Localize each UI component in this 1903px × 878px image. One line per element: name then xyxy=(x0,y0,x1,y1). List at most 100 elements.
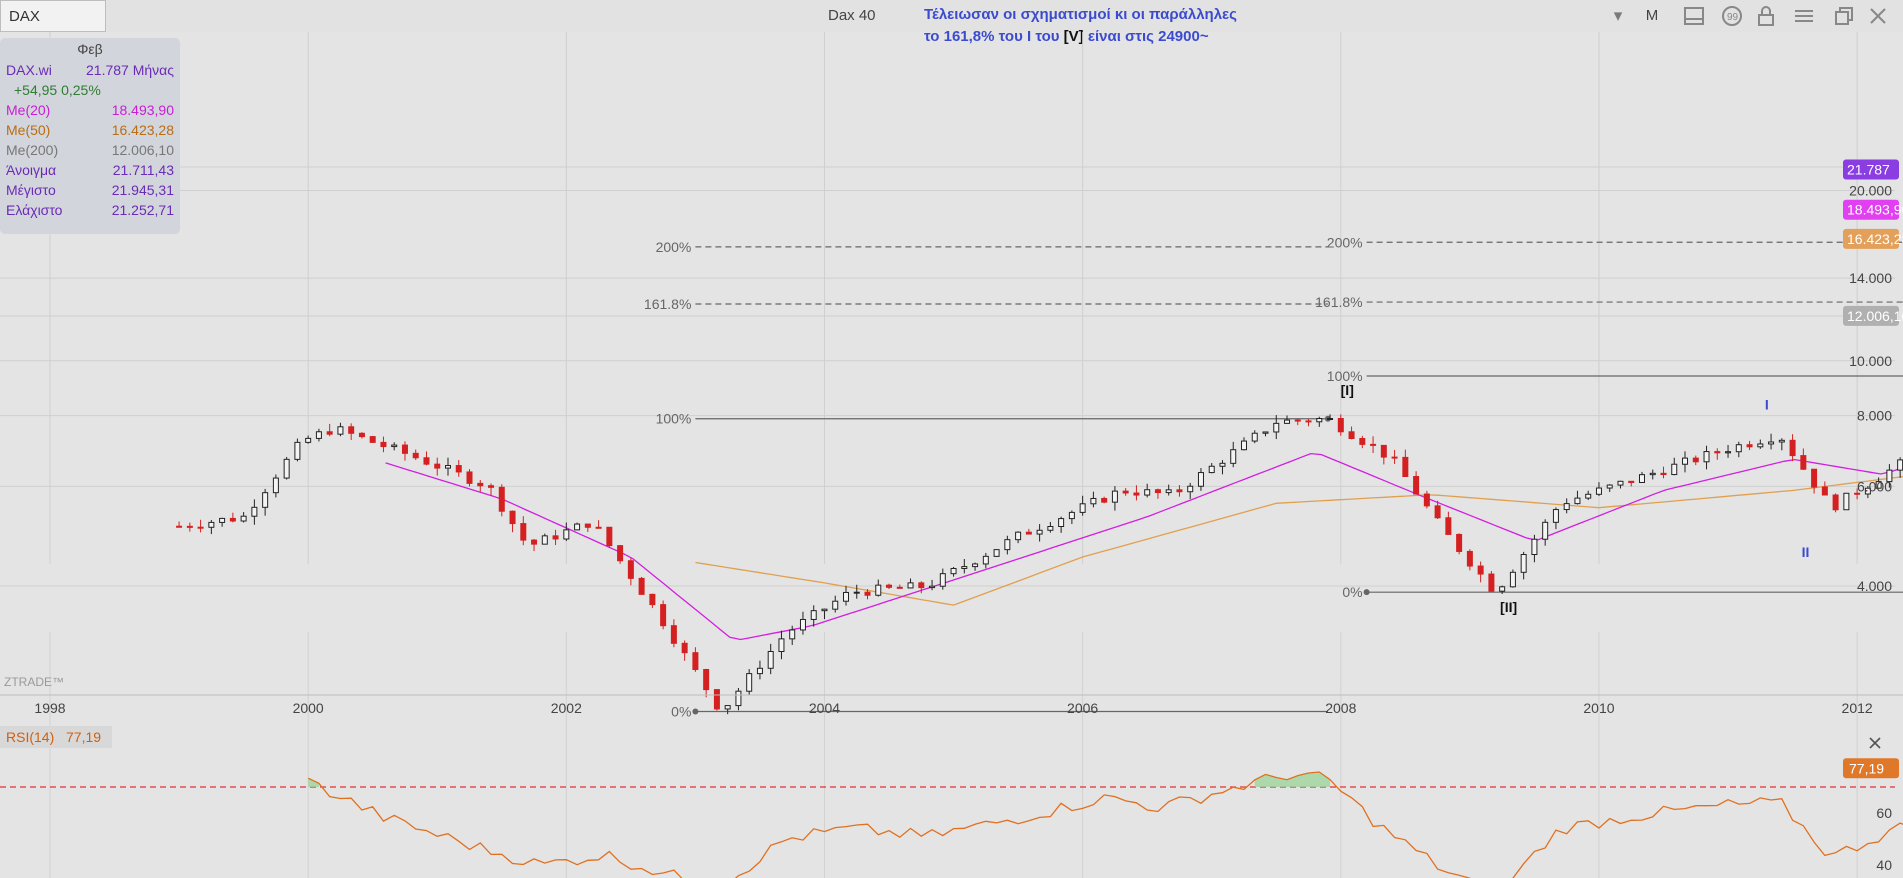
candle-body xyxy=(617,545,624,562)
candle-body xyxy=(1004,539,1011,551)
candle-body xyxy=(1068,511,1075,520)
x-tick-label: 2008 xyxy=(1325,700,1356,716)
candle-body xyxy=(1348,431,1355,439)
candle-body xyxy=(1273,422,1280,433)
candle-body xyxy=(832,600,839,610)
panel-icon[interactable] xyxy=(1682,4,1706,28)
annotation-line-2: το 161,8% του I του [V] είναι στις 24900… xyxy=(924,26,1237,48)
rsi-overbought-fill xyxy=(308,778,319,787)
chart-area[interactable]: 0%100%161.8%200%0%100%161.8%200%0%100%16… xyxy=(0,32,1903,878)
candle-body xyxy=(1434,505,1441,519)
candle-body xyxy=(337,426,344,435)
candle-body xyxy=(595,526,602,529)
candle-body xyxy=(1154,489,1161,494)
symbol-input[interactable]: DAX xyxy=(0,0,106,32)
info-label: Me(200) xyxy=(6,142,59,158)
candle-body xyxy=(262,492,269,508)
candle-body xyxy=(176,525,183,528)
candle-body xyxy=(1617,480,1624,486)
chat-icon[interactable]: 99 xyxy=(1720,4,1744,28)
candle-body xyxy=(1499,586,1506,592)
chart-annotation: Τέλειωσαν οι σχηματισμοί κι οι παράλληλε… xyxy=(924,4,1237,48)
candle-body xyxy=(778,638,785,652)
candle-body xyxy=(703,669,710,691)
candle-body xyxy=(1284,419,1291,424)
fib-level-label: 200% xyxy=(656,239,692,255)
candle-body xyxy=(1036,529,1043,535)
candle-body xyxy=(197,526,204,529)
dropdown-chevron-icon[interactable]: ▾ xyxy=(1613,6,1623,25)
candle-body xyxy=(423,457,430,465)
info-label: Ελάχιστο xyxy=(6,202,63,218)
candle-body xyxy=(1230,449,1237,464)
candle-body xyxy=(1638,474,1645,483)
candle-body xyxy=(208,521,215,528)
wave-label: [I] xyxy=(1341,382,1354,398)
y-tick-label: 10.000 xyxy=(1849,353,1892,369)
candle-body xyxy=(326,431,333,435)
x-tick-label: 2002 xyxy=(551,700,582,716)
lock-icon[interactable] xyxy=(1754,4,1778,28)
ma20-line xyxy=(385,452,1903,641)
candle-body xyxy=(1725,451,1732,454)
candle-body xyxy=(1768,441,1775,445)
annotation-highlight: [V] xyxy=(1063,28,1084,45)
x-tick-label: 2004 xyxy=(809,700,840,716)
close-icon[interactable] xyxy=(1866,4,1890,28)
rsi-line xyxy=(307,771,1903,878)
candle-body xyxy=(1240,440,1247,451)
candle-body xyxy=(1025,531,1032,535)
info-label: DAX.wi xyxy=(6,62,52,78)
candle-body xyxy=(477,482,484,487)
candle-body xyxy=(574,523,581,531)
candle-body xyxy=(972,563,979,568)
info-row: Me(20) 18.493,90 xyxy=(6,102,174,122)
candle-body xyxy=(1897,459,1903,471)
chart-grid xyxy=(0,32,1895,878)
wave-label: I xyxy=(1765,397,1769,413)
candle-body xyxy=(488,485,495,488)
candle-body xyxy=(1101,497,1108,503)
info-label: Μέγιστο xyxy=(6,182,56,198)
candle-body xyxy=(1886,469,1893,483)
candle-body xyxy=(735,690,742,707)
candle-body xyxy=(1251,432,1258,442)
period-button[interactable]: M xyxy=(1645,7,1659,24)
candle-body xyxy=(219,517,226,523)
svg-text:99: 99 xyxy=(1727,12,1739,23)
candle-body xyxy=(1509,571,1516,588)
ma20-tag xyxy=(1843,199,1899,220)
restore-icon[interactable] xyxy=(1832,4,1856,28)
annotation-text-a: το 161,8% του I του xyxy=(924,28,1064,45)
candle-body xyxy=(541,535,548,545)
candle-body xyxy=(1294,419,1301,422)
menu-icon[interactable] xyxy=(1792,4,1816,28)
candle-body xyxy=(1778,439,1785,443)
fib-level-label: 0% xyxy=(1342,584,1362,600)
candle-body xyxy=(853,591,860,594)
info-value: 18.493,90 xyxy=(111,102,174,118)
rsi-value-tag-label: 77,19 xyxy=(1849,760,1884,776)
info-value: 16.423,28 xyxy=(111,122,174,138)
candle-body xyxy=(638,577,645,595)
candle-body xyxy=(627,560,634,579)
info-row: Άνοιγμα 21.711,43 xyxy=(6,162,174,182)
candle-body xyxy=(993,549,1000,557)
rsi-close-icon[interactable] xyxy=(1869,737,1881,749)
candle-body xyxy=(380,441,387,448)
candle-body xyxy=(606,526,613,547)
candle-body xyxy=(272,477,279,494)
candle-body xyxy=(229,517,236,522)
info-row: DAX.wi 21.787 Μήνας xyxy=(6,62,174,82)
candle-body xyxy=(1811,468,1818,488)
candle-body xyxy=(1477,565,1484,575)
candle-body xyxy=(1703,451,1710,463)
candle-body xyxy=(434,463,441,469)
info-row: Μέγιστο 21.945,31 xyxy=(6,182,174,202)
candle-body xyxy=(240,515,247,522)
candle-body xyxy=(692,652,699,671)
candle-body xyxy=(746,673,753,692)
candle-body xyxy=(929,585,936,589)
candle-body xyxy=(498,486,505,512)
candle-body xyxy=(1531,538,1538,556)
